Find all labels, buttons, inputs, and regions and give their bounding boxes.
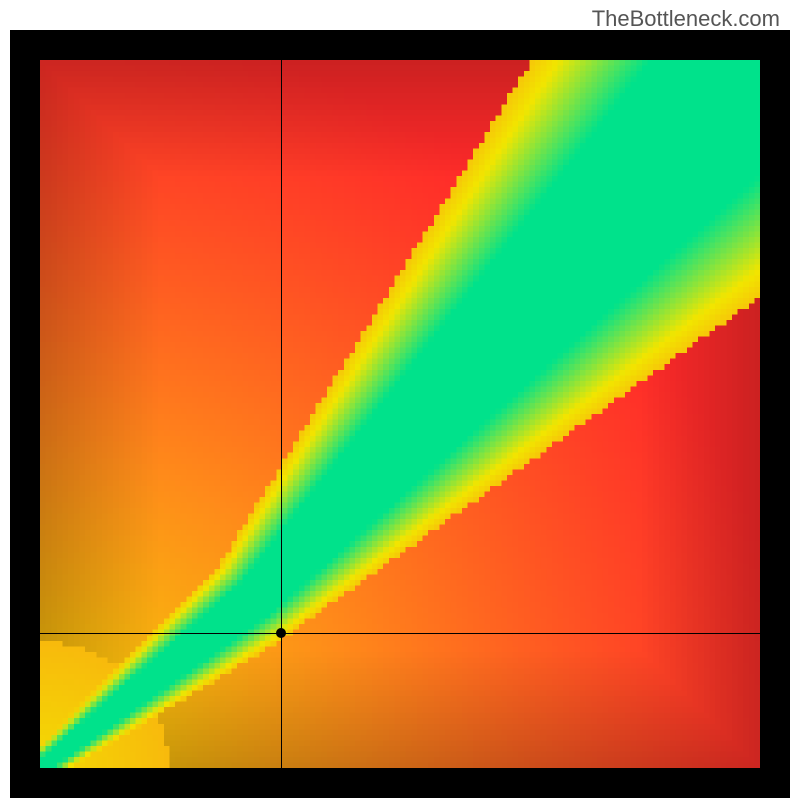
- root: TheBottleneck.com: [0, 0, 800, 800]
- watermark-text: TheBottleneck.com: [592, 6, 780, 32]
- crosshair-horizontal: [40, 633, 760, 634]
- crosshair-vertical: [281, 60, 282, 768]
- heatmap-plot: [40, 60, 760, 768]
- crosshair-point: [276, 628, 286, 638]
- chart-frame: [10, 30, 790, 798]
- heatmap-canvas: [40, 60, 760, 768]
